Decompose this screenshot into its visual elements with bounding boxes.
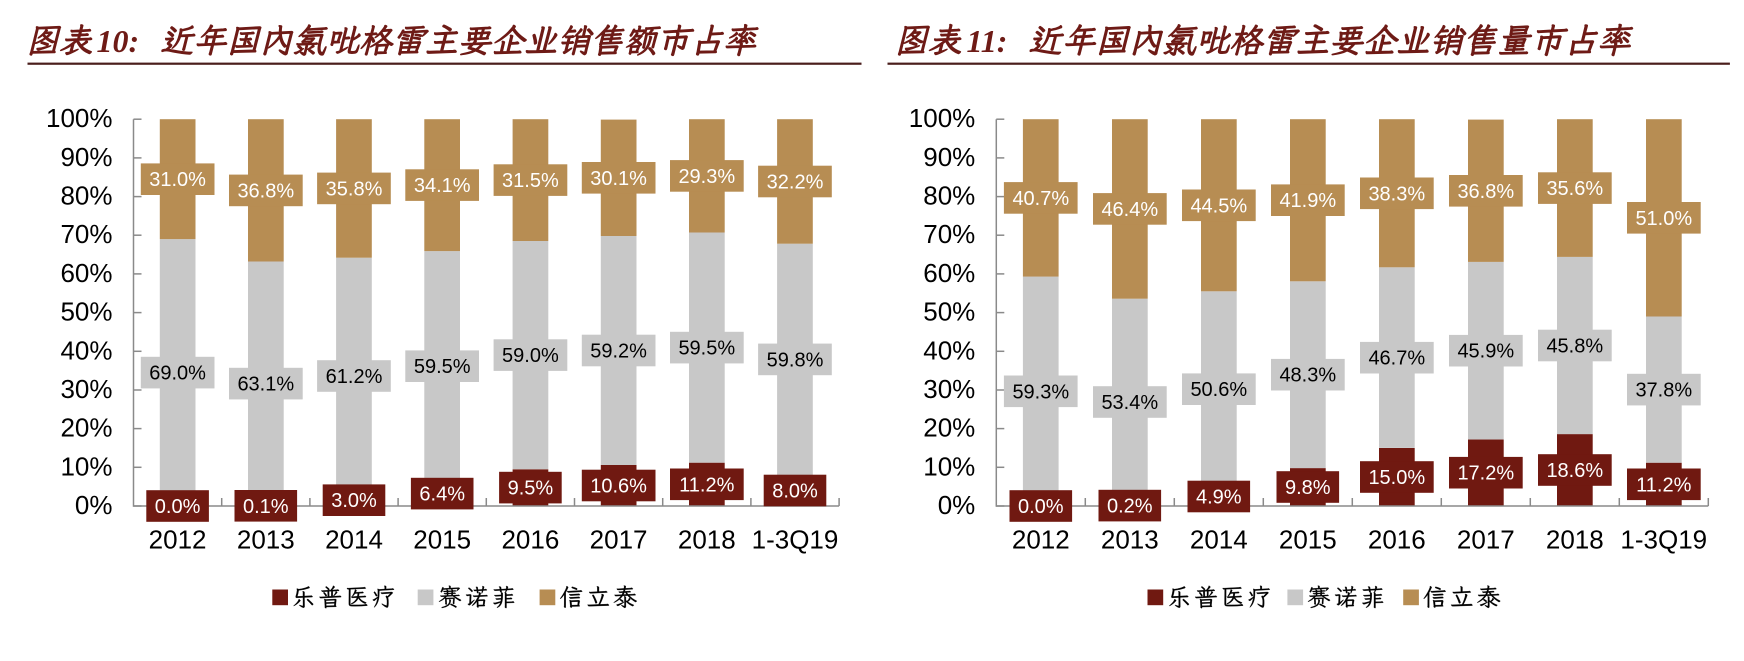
svg-text:40%: 40%	[923, 335, 975, 365]
svg-text:10%: 10%	[60, 451, 112, 481]
svg-text:100%: 100%	[46, 103, 113, 133]
svg-text:31.5%: 31.5%	[502, 170, 559, 192]
svg-text:59.0%: 59.0%	[502, 345, 559, 367]
svg-text:60%: 60%	[923, 258, 975, 288]
svg-text:38.3%: 38.3%	[1368, 183, 1425, 205]
svg-text:2012: 2012	[1012, 525, 1070, 555]
svg-text:0%: 0%	[938, 490, 976, 520]
svg-text:9.5%: 9.5%	[508, 478, 554, 500]
svg-text:10%: 10%	[923, 451, 975, 481]
svg-text:30%: 30%	[923, 374, 975, 404]
svg-text:4.9%: 4.9%	[1196, 487, 1242, 509]
svg-text:45.9%: 45.9%	[1457, 341, 1514, 363]
svg-text:36.8%: 36.8%	[1457, 181, 1514, 203]
svg-text:35.8%: 35.8%	[326, 178, 383, 200]
svg-text:61.2%: 61.2%	[326, 366, 383, 388]
svg-text:90%: 90%	[923, 142, 975, 172]
svg-text:15.0%: 15.0%	[1368, 467, 1425, 489]
svg-text:40%: 40%	[60, 335, 112, 365]
svg-text:2017: 2017	[590, 525, 648, 555]
svg-text:41.9%: 41.9%	[1279, 190, 1336, 212]
svg-text:2018: 2018	[1546, 525, 1604, 555]
svg-text:2012: 2012	[149, 525, 207, 555]
svg-text:46.7%: 46.7%	[1368, 348, 1425, 370]
svg-text:53.4%: 53.4%	[1101, 392, 1158, 414]
svg-text:2015: 2015	[413, 525, 471, 555]
svg-text:59.5%: 59.5%	[678, 338, 735, 360]
svg-text:10:: 10:	[97, 23, 140, 59]
svg-text:2017: 2017	[1457, 525, 1515, 555]
svg-text:11.2%: 11.2%	[679, 474, 734, 496]
svg-text:69.0%: 69.0%	[149, 363, 206, 385]
svg-text:0.2%: 0.2%	[1107, 496, 1153, 518]
svg-text:30.1%: 30.1%	[590, 168, 647, 190]
svg-text:70%: 70%	[60, 219, 112, 249]
svg-text:36.8%: 36.8%	[237, 180, 294, 202]
svg-text:9.8%: 9.8%	[1285, 477, 1331, 499]
svg-text:17.2%: 17.2%	[1457, 463, 1514, 485]
svg-text:48.3%: 48.3%	[1279, 365, 1336, 387]
svg-text:2013: 2013	[237, 525, 295, 555]
svg-text:44.5%: 44.5%	[1190, 195, 1247, 217]
svg-text:45.8%: 45.8%	[1546, 336, 1603, 358]
svg-text:11.2%: 11.2%	[1636, 474, 1691, 496]
svg-text:8.0%: 8.0%	[772, 481, 818, 503]
svg-text:1-3Q19: 1-3Q19	[752, 525, 839, 555]
svg-text:2016: 2016	[501, 525, 559, 555]
svg-text:0.0%: 0.0%	[1018, 496, 1064, 518]
svg-text:60%: 60%	[60, 258, 112, 288]
svg-text:59.3%: 59.3%	[1012, 381, 1069, 403]
svg-text:2013: 2013	[1101, 525, 1159, 555]
svg-text:29.3%: 29.3%	[678, 166, 735, 188]
svg-text:35.6%: 35.6%	[1546, 178, 1603, 200]
svg-text:50.6%: 50.6%	[1190, 379, 1247, 401]
svg-text:32.2%: 32.2%	[767, 172, 824, 194]
svg-text:2016: 2016	[1368, 525, 1426, 555]
svg-text:50%: 50%	[60, 297, 112, 327]
svg-text:0.0%: 0.0%	[155, 496, 201, 518]
svg-text:63.1%: 63.1%	[237, 374, 294, 396]
svg-text:31.0%: 31.0%	[149, 169, 206, 191]
svg-text:37.8%: 37.8%	[1635, 380, 1692, 402]
svg-text:10.6%: 10.6%	[590, 476, 647, 498]
svg-text:51.0%: 51.0%	[1635, 208, 1692, 230]
svg-text:50%: 50%	[923, 297, 975, 327]
svg-text:34.1%: 34.1%	[414, 175, 471, 197]
svg-text:11:: 11:	[967, 23, 1008, 59]
svg-text:0%: 0%	[75, 490, 113, 520]
svg-text:6.4%: 6.4%	[419, 484, 465, 506]
svg-text:40.7%: 40.7%	[1012, 188, 1069, 210]
svg-text:70%: 70%	[923, 219, 975, 249]
svg-text:18.6%: 18.6%	[1546, 460, 1603, 482]
svg-text:46.4%: 46.4%	[1101, 199, 1158, 221]
svg-text:2014: 2014	[325, 525, 383, 555]
svg-text:59.5%: 59.5%	[414, 356, 471, 378]
svg-text:59.2%: 59.2%	[590, 341, 647, 363]
svg-text:30%: 30%	[60, 374, 112, 404]
svg-text:1-3Q19: 1-3Q19	[1620, 525, 1707, 555]
svg-text:59.8%: 59.8%	[767, 349, 824, 371]
svg-text:2015: 2015	[1279, 525, 1337, 555]
svg-text:2018: 2018	[678, 525, 736, 555]
svg-text:0.1%: 0.1%	[243, 496, 289, 518]
svg-text:90%: 90%	[60, 142, 112, 172]
svg-text:80%: 80%	[60, 181, 112, 211]
svg-text:20%: 20%	[923, 413, 975, 443]
svg-text:100%: 100%	[909, 103, 976, 133]
svg-text:20%: 20%	[60, 413, 112, 443]
svg-text:80%: 80%	[923, 181, 975, 211]
svg-text:3.0%: 3.0%	[331, 490, 377, 512]
svg-text:2014: 2014	[1190, 525, 1248, 555]
